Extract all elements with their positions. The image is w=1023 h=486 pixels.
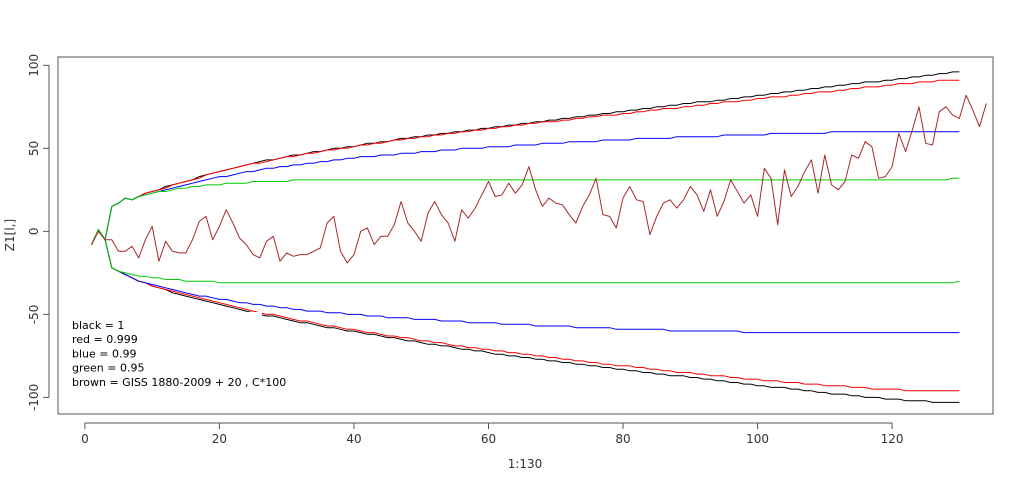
series-line-2 xyxy=(91,79,960,245)
x-tick-label: 0 xyxy=(81,432,89,446)
x-axis-title: 1:130 xyxy=(508,457,543,471)
plot-frame xyxy=(57,56,994,415)
series-line-3 xyxy=(91,229,960,392)
y-tick-label: -50 xyxy=(27,305,41,325)
series-layer xyxy=(91,71,987,403)
x-tick-label: 80 xyxy=(615,432,630,446)
legend-entry: green = 0.95 xyxy=(72,362,144,375)
legend-box xyxy=(66,312,262,392)
x-tick-label: 20 xyxy=(212,432,227,446)
series-line-4 xyxy=(91,131,960,245)
legend-entry: red = 0.999 xyxy=(72,333,138,346)
x-tick-label: 60 xyxy=(481,432,496,446)
x-tick-label: 120 xyxy=(881,432,904,446)
y-tick-label: 50 xyxy=(27,141,41,156)
y-axis: -100 -50 0 50 100 xyxy=(27,54,50,411)
series-line-8 xyxy=(91,94,987,264)
series-line-1 xyxy=(91,229,960,403)
x-tick-label: 100 xyxy=(746,432,769,446)
y-tick-label: -100 xyxy=(27,384,41,411)
legend-entry: brown = GISS 1880-2009 + 20 , C*100 xyxy=(72,376,286,389)
legend-entry: blue = 0.99 xyxy=(72,347,136,360)
x-axis: 0 20 40 60 80 100 120 xyxy=(81,422,904,446)
series-line-5 xyxy=(91,229,960,334)
y-axis-title: Z1[l,] xyxy=(3,219,17,251)
y-tick-label: 100 xyxy=(27,54,41,77)
series-line-7 xyxy=(91,229,960,284)
legend-entry: black = 1 xyxy=(72,319,124,332)
y-tick-label: 0 xyxy=(27,228,41,236)
series-line-0 xyxy=(91,71,960,245)
series-line-6 xyxy=(91,177,960,245)
x-tick-label: 40 xyxy=(346,432,361,446)
